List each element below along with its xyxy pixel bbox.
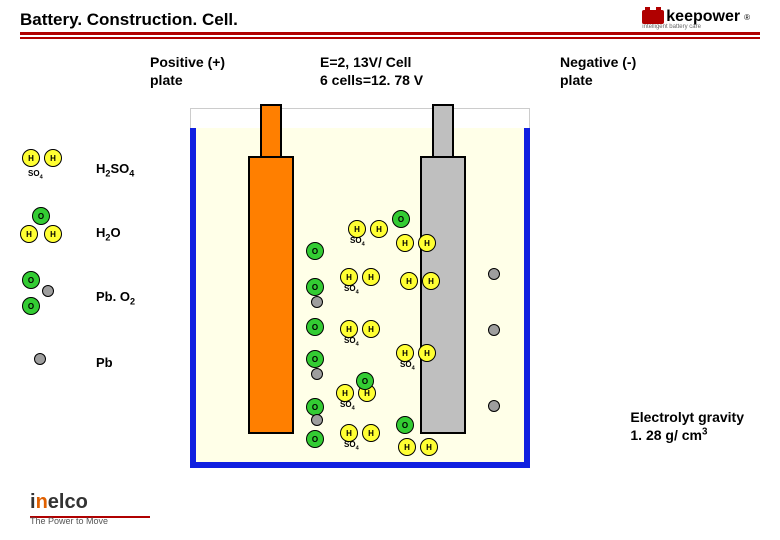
- h-icon: H: [362, 268, 380, 286]
- h-icon: H: [420, 438, 438, 456]
- h-icon: H: [362, 424, 380, 442]
- label-voltage-l2: 6 cells=12. 78 V: [320, 72, 423, 88]
- inelco-sub: The Power to Move: [30, 516, 150, 526]
- so4-label: SO4: [340, 400, 355, 412]
- h-icon: H: [418, 344, 436, 362]
- keepower-tm: ®: [744, 13, 750, 22]
- h-icon: H: [44, 149, 62, 167]
- inelco-logo: inelco The Power to Move: [30, 491, 150, 526]
- h-icon: H: [20, 225, 38, 243]
- keepower-sub: intelligent battery care: [642, 24, 701, 30]
- legend-h2o: O H H H2O: [20, 202, 180, 266]
- o-icon: O: [306, 278, 324, 296]
- label-voltage: E=2, 13V/ Cell 6 cells=12. 78 V: [320, 54, 423, 89]
- pb-icon: [311, 368, 323, 380]
- so4-label: SO4: [344, 284, 359, 296]
- cell-diagram: HHHHHHHHHHHHHHHHHHOOOOOOOOOSO4SO4SO4SO4S…: [190, 108, 530, 468]
- h-icon: H: [418, 234, 436, 252]
- so4-label: SO4: [344, 440, 359, 452]
- electrolyte-note: Electrolyt gravity 1. 28 g/ cm3: [630, 408, 744, 444]
- o-icon: O: [396, 416, 414, 434]
- so4-label: SO4: [28, 169, 43, 181]
- h-icon: H: [362, 320, 380, 338]
- so4-label: SO4: [350, 236, 365, 248]
- label-voltage-l1: E=2, 13V/ Cell: [320, 54, 411, 70]
- pb-icon: [488, 400, 500, 412]
- so4-label: SO4: [400, 360, 415, 372]
- legend: H H SO4 H2SO4 O H H H2O O O: [20, 138, 180, 394]
- cell-vessel: [190, 128, 530, 468]
- o-icon: O: [392, 210, 410, 228]
- legend-label: Pb. O2: [96, 289, 135, 307]
- o-icon: O: [356, 372, 374, 390]
- h-icon: H: [44, 225, 62, 243]
- rule-top-thick: [20, 32, 760, 35]
- h-icon: H: [396, 234, 414, 252]
- legend-pbo2: O O Pb. O2: [20, 266, 180, 330]
- keepower-logo: keepower ® intelligent battery care: [642, 8, 750, 30]
- pb-icon: [488, 324, 500, 336]
- o-icon: O: [22, 271, 40, 289]
- pb-icon: [311, 414, 323, 426]
- battery-icon: [642, 10, 664, 24]
- legend-label: H2SO4: [96, 161, 134, 179]
- label-negative-l1: Negative (-): [560, 54, 636, 70]
- h-icon: H: [400, 272, 418, 290]
- legend-label: H2O: [96, 225, 121, 243]
- o-icon: O: [22, 297, 40, 315]
- label-positive: Positive (+) plate: [150, 54, 225, 89]
- h-icon: H: [22, 149, 40, 167]
- o-icon: O: [306, 318, 324, 336]
- rule-top-thin: [20, 37, 760, 39]
- legend-label: Pb: [96, 355, 113, 370]
- so4-label: SO4: [344, 336, 359, 348]
- legend-h2so4: H H SO4 H2SO4: [20, 138, 180, 202]
- legend-pb: Pb: [20, 330, 180, 394]
- label-negative-l2: plate: [560, 72, 593, 88]
- h-icon: H: [422, 272, 440, 290]
- label-positive-l1: Positive (+): [150, 54, 225, 70]
- h-icon: H: [370, 220, 388, 238]
- pb-icon: [42, 285, 54, 297]
- negative-plate: [420, 104, 466, 434]
- o-icon: O: [32, 207, 50, 225]
- o-icon: O: [306, 430, 324, 448]
- o-icon: O: [306, 350, 324, 368]
- pb-icon: [34, 353, 46, 365]
- label-positive-l2: plate: [150, 72, 183, 88]
- pb-icon: [311, 296, 323, 308]
- h-icon: H: [398, 438, 416, 456]
- pb-icon: [488, 268, 500, 280]
- o-icon: O: [306, 242, 324, 260]
- positive-plate: [248, 104, 294, 434]
- label-negative: Negative (-) plate: [560, 54, 636, 89]
